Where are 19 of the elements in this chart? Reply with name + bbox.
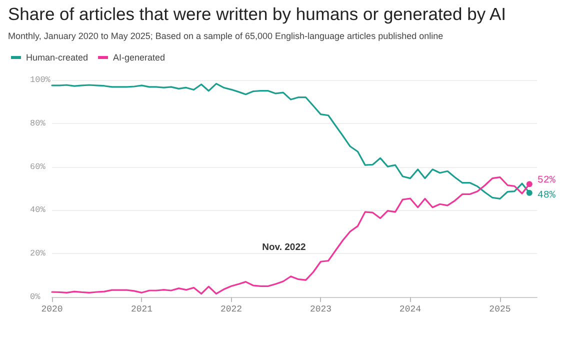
y-tick-label: 40% bbox=[30, 205, 46, 216]
x-tick-label: 2024 bbox=[399, 304, 422, 314]
y-tick-label: 0% bbox=[30, 292, 42, 302]
x-tick-label: 2025 bbox=[489, 304, 511, 314]
y-tick-label: 80% bbox=[30, 118, 46, 128]
x-tick-label: 2022 bbox=[220, 304, 242, 314]
data-label: 48% bbox=[537, 190, 556, 202]
legend-label: AI-generated bbox=[113, 52, 166, 62]
y-tick-label: 20% bbox=[30, 248, 46, 259]
x-tick-label: 2021 bbox=[130, 304, 153, 314]
x-tick-label: 2020 bbox=[41, 304, 63, 314]
x-tick-label: 2023 bbox=[310, 304, 332, 314]
chart-subtitle: Monthly, January 2020 to May 2025; Based on a sample of 65,000 English-language articles published online bbox=[8, 31, 444, 41]
data-label: 52% bbox=[537, 176, 556, 187]
y-tick-label: 100% bbox=[30, 75, 52, 85]
annotation: Nov. 2022 bbox=[262, 242, 306, 253]
legend-label: Human-created bbox=[26, 52, 88, 62]
y-tick-label: 60% bbox=[30, 162, 46, 172]
chart-title: Share of articles that were written by humans or generated by AI bbox=[8, 4, 506, 25]
